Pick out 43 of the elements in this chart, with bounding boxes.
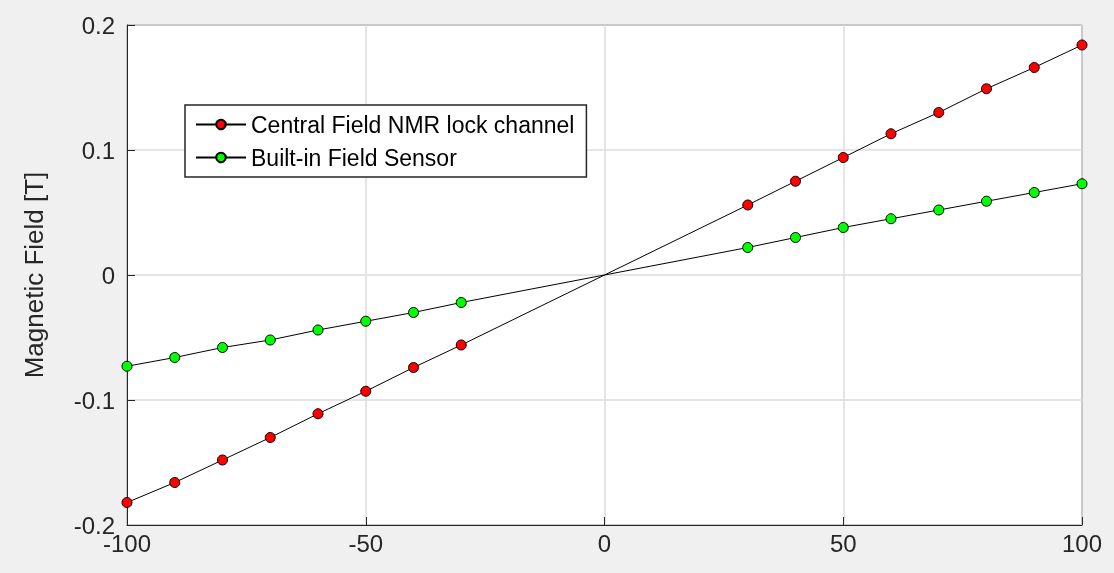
legend-label: Built-in Field Sensor bbox=[251, 144, 458, 171]
point bbox=[742, 242, 754, 253]
x-tick-label: -50 bbox=[348, 529, 384, 557]
point bbox=[121, 497, 133, 508]
y-tick-label: 0.1 bbox=[81, 136, 115, 164]
point bbox=[217, 342, 228, 353]
point bbox=[885, 128, 897, 140]
point bbox=[885, 213, 897, 225]
point bbox=[408, 307, 419, 318]
point bbox=[742, 199, 754, 211]
point bbox=[933, 204, 945, 216]
point bbox=[455, 339, 467, 351]
point bbox=[360, 315, 372, 327]
legend-label: Central Field NMR lock channel bbox=[251, 111, 575, 138]
point bbox=[981, 195, 992, 207]
point bbox=[1076, 178, 1088, 190]
point bbox=[790, 175, 801, 187]
point bbox=[264, 432, 276, 443]
point bbox=[312, 324, 324, 336]
y-tick-label: 0 bbox=[101, 261, 115, 289]
point bbox=[1028, 62, 1040, 73]
point bbox=[360, 385, 372, 397]
point bbox=[169, 352, 181, 363]
x-tick-label: 100 bbox=[1061, 529, 1103, 557]
y-axis-title: Magnetic Field [T] bbox=[19, 171, 49, 379]
point bbox=[264, 334, 276, 346]
point bbox=[1076, 39, 1088, 51]
y-tick-label: -0.1 bbox=[73, 386, 115, 414]
x-tick-label: 50 bbox=[829, 529, 857, 557]
point bbox=[217, 454, 228, 466]
x-tick-label: 0 bbox=[597, 529, 612, 557]
point bbox=[790, 232, 801, 243]
y-tick-label: 0.2 bbox=[81, 11, 115, 39]
point bbox=[981, 83, 992, 95]
point bbox=[933, 107, 945, 118]
point bbox=[837, 152, 849, 163]
point bbox=[312, 408, 324, 420]
point bbox=[455, 297, 467, 308]
point bbox=[121, 360, 133, 372]
point bbox=[169, 477, 181, 488]
point bbox=[1028, 187, 1040, 198]
point bbox=[837, 222, 849, 233]
point bbox=[408, 362, 419, 373]
